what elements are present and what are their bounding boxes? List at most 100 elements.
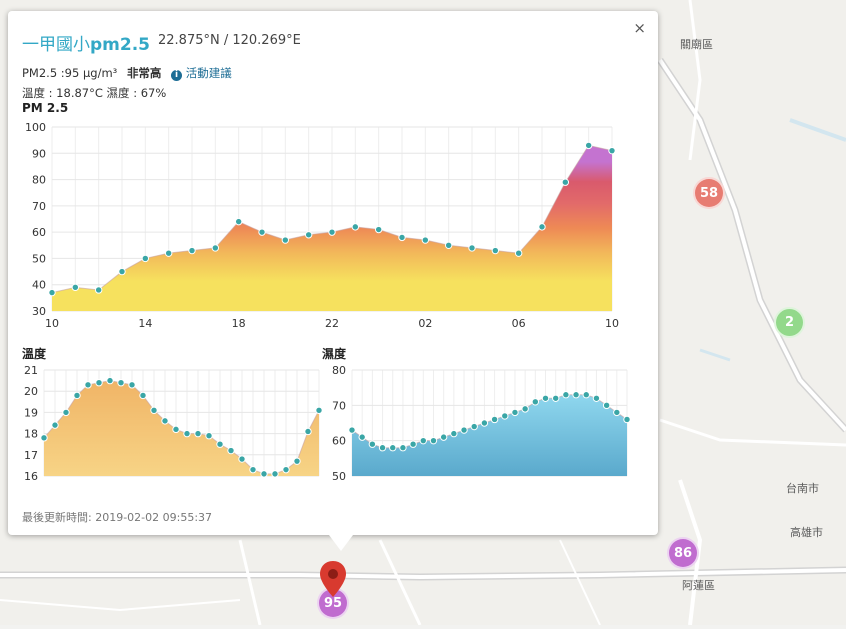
station-name: 一甲國小 <box>22 35 90 55</box>
temperature-point <box>227 446 235 455</box>
temperature-point <box>172 425 180 434</box>
pm25-point <box>164 249 173 257</box>
temperature-ytick-label: 21 <box>24 364 38 377</box>
humidity-ytick-label: 60 <box>332 435 346 448</box>
humidity-point <box>592 394 601 402</box>
station-title: 一甲國小pm2.5 <box>22 30 150 55</box>
humidity-point <box>368 440 377 448</box>
weather-summary: 溫度 : 18.87°C 濕度 : 67% <box>22 86 167 100</box>
humidity-point <box>613 408 621 417</box>
temperature-point <box>282 465 290 474</box>
activity-advice-link[interactable]: i 活動建議 <box>171 66 232 81</box>
humidity-ytick-label: 80 <box>332 364 346 377</box>
pm25-point <box>71 283 80 292</box>
close-icon[interactable]: × <box>633 19 646 37</box>
temperature-point <box>293 457 301 465</box>
humidity-chart: 50 60 70 80 <box>332 364 631 483</box>
pm25-point <box>118 267 126 276</box>
temperature-point <box>150 406 158 414</box>
humidity-line <box>351 394 628 449</box>
pm-level: 非常高 <box>126 66 162 80</box>
pm25-point <box>234 217 243 226</box>
temperature-point <box>73 391 81 400</box>
humidity-point <box>450 429 458 438</box>
pm25-xtick-label: 06 <box>512 317 526 330</box>
humidity-ytick-label: 50 <box>332 470 346 483</box>
pm25-point <box>491 246 500 255</box>
aq-marker-95[interactable]: 95 <box>317 587 349 619</box>
humidity-point <box>460 426 468 434</box>
temperature-point <box>139 391 147 400</box>
humidity-point <box>348 426 356 434</box>
temperature-point <box>238 455 246 463</box>
temperature-ytick-label: 18 <box>24 428 38 441</box>
pm25-point <box>584 141 593 150</box>
humidity-point <box>602 401 611 410</box>
aq-marker-2[interactable]: 2 <box>774 307 805 338</box>
temperature-point <box>51 421 59 429</box>
station-popup: × 一甲國小pm2.5 22.875°N / 120.269°E PM2.5 :… <box>8 11 658 551</box>
humidity-point <box>358 433 366 441</box>
humidity-point <box>541 394 550 402</box>
temperature-point <box>95 379 103 387</box>
temperature-point <box>84 381 92 389</box>
temperature-point <box>128 381 136 389</box>
humidity-point <box>389 444 397 452</box>
humidity-point <box>501 412 509 420</box>
pm25-point <box>188 246 196 255</box>
pm25-point <box>538 223 546 231</box>
pm25-ytick-label: 40 <box>32 279 46 292</box>
pm25-ytick-label: 90 <box>32 147 46 160</box>
popup-tip <box>329 535 353 551</box>
humidity-area <box>352 394 627 476</box>
temperature-point <box>161 417 169 425</box>
temperature-point <box>117 379 125 387</box>
humidity-point <box>490 415 499 424</box>
temperature-ytick-label: 17 <box>24 449 38 462</box>
temperature-point <box>183 429 191 438</box>
pm25-point <box>608 146 616 155</box>
temperature-chart-title: 溫度 <box>22 347 47 361</box>
humidity-point <box>521 405 529 413</box>
humidity-point <box>480 419 489 427</box>
aq-marker-58[interactable]: 58 <box>693 177 725 209</box>
temperature-point <box>194 429 202 438</box>
pm25-xtick-label: 14 <box>138 317 152 330</box>
humidity-point <box>562 391 570 399</box>
pm25-xtick-label: 02 <box>418 317 432 330</box>
temperature-point <box>216 440 224 448</box>
pm25-ytick-label: 30 <box>32 305 46 318</box>
humidity-point <box>511 408 519 417</box>
temperature-point <box>40 434 48 442</box>
aq-marker-86[interactable]: 86 <box>667 537 699 569</box>
pm25-point <box>328 228 336 236</box>
temperature-ytick-label: 19 <box>24 406 38 419</box>
temperature-ytick-label: 16 <box>24 470 38 483</box>
pm25-point <box>514 249 523 257</box>
pm25-point <box>374 225 383 234</box>
humidity-point <box>623 415 631 424</box>
pm25-point <box>351 223 360 231</box>
temperature-area <box>44 380 319 476</box>
last-updated: 最後更新時間: 2019-02-02 09:55:37 <box>22 511 213 524</box>
location-pin-icon[interactable] <box>319 560 347 598</box>
activity-advice-label: 活動建議 <box>185 66 232 80</box>
humidity-point <box>419 436 427 445</box>
pm25-chart-title: PM 2.5 <box>22 101 69 115</box>
pm25-point <box>94 286 103 294</box>
pm-summary: PM2.5 :95 μg/m³ 非常高 i 活動建議 <box>22 65 232 81</box>
pm25-point <box>444 241 453 249</box>
humidity-point <box>378 444 387 452</box>
humidity-point <box>572 391 580 399</box>
temperature-point <box>106 376 114 385</box>
pm25-point <box>281 236 290 244</box>
humidity-point <box>552 394 560 402</box>
temperature-point <box>315 406 323 414</box>
temperature-point <box>205 432 213 440</box>
pm25-point <box>421 236 430 244</box>
pm25-point <box>48 288 56 297</box>
pm25-xtick-label: 10 <box>45 317 59 330</box>
temperature-point <box>304 427 312 436</box>
pm25-point <box>211 244 220 252</box>
station-coords: 22.875°N / 120.269°E <box>158 33 301 48</box>
